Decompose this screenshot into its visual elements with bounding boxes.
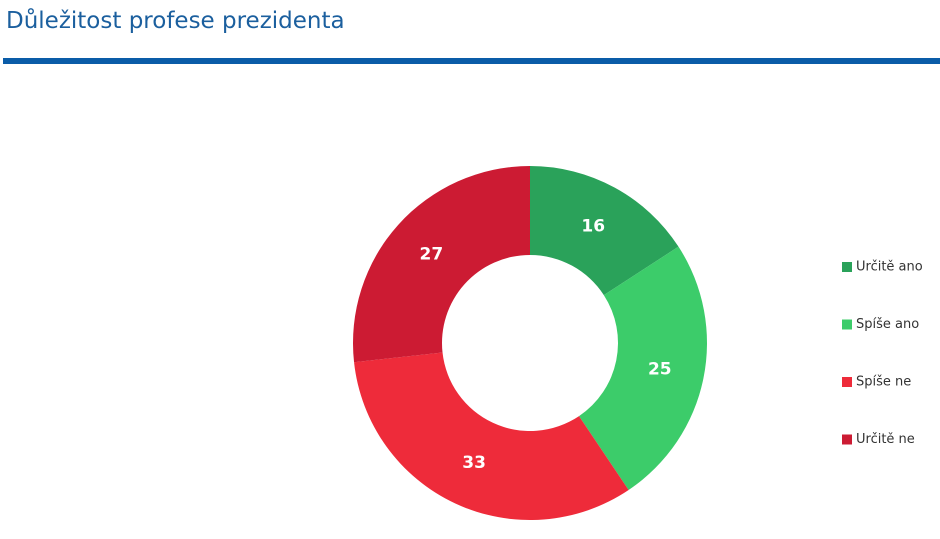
legend-swatch (842, 262, 852, 272)
legend-swatch (842, 434, 852, 445)
legend-label: Spíše ano (856, 317, 919, 332)
donut-slice (353, 166, 530, 363)
title-rule (3, 58, 940, 64)
legend-label: Spíše ne (856, 375, 911, 390)
legend-label: Určitě ne (856, 432, 915, 447)
donut-slice (579, 246, 708, 490)
legend-label: Určitě ano (856, 260, 923, 275)
legend-swatch (842, 377, 852, 387)
chart-title: Důležitost profese prezidenta (6, 7, 345, 34)
data-label: 16 (581, 217, 605, 237)
data-label: 33 (462, 453, 486, 473)
donut-slice (530, 166, 679, 296)
donut-slice (354, 352, 629, 520)
legend-swatch (842, 319, 852, 330)
data-label: 27 (420, 245, 444, 265)
data-label: 25 (648, 360, 672, 380)
